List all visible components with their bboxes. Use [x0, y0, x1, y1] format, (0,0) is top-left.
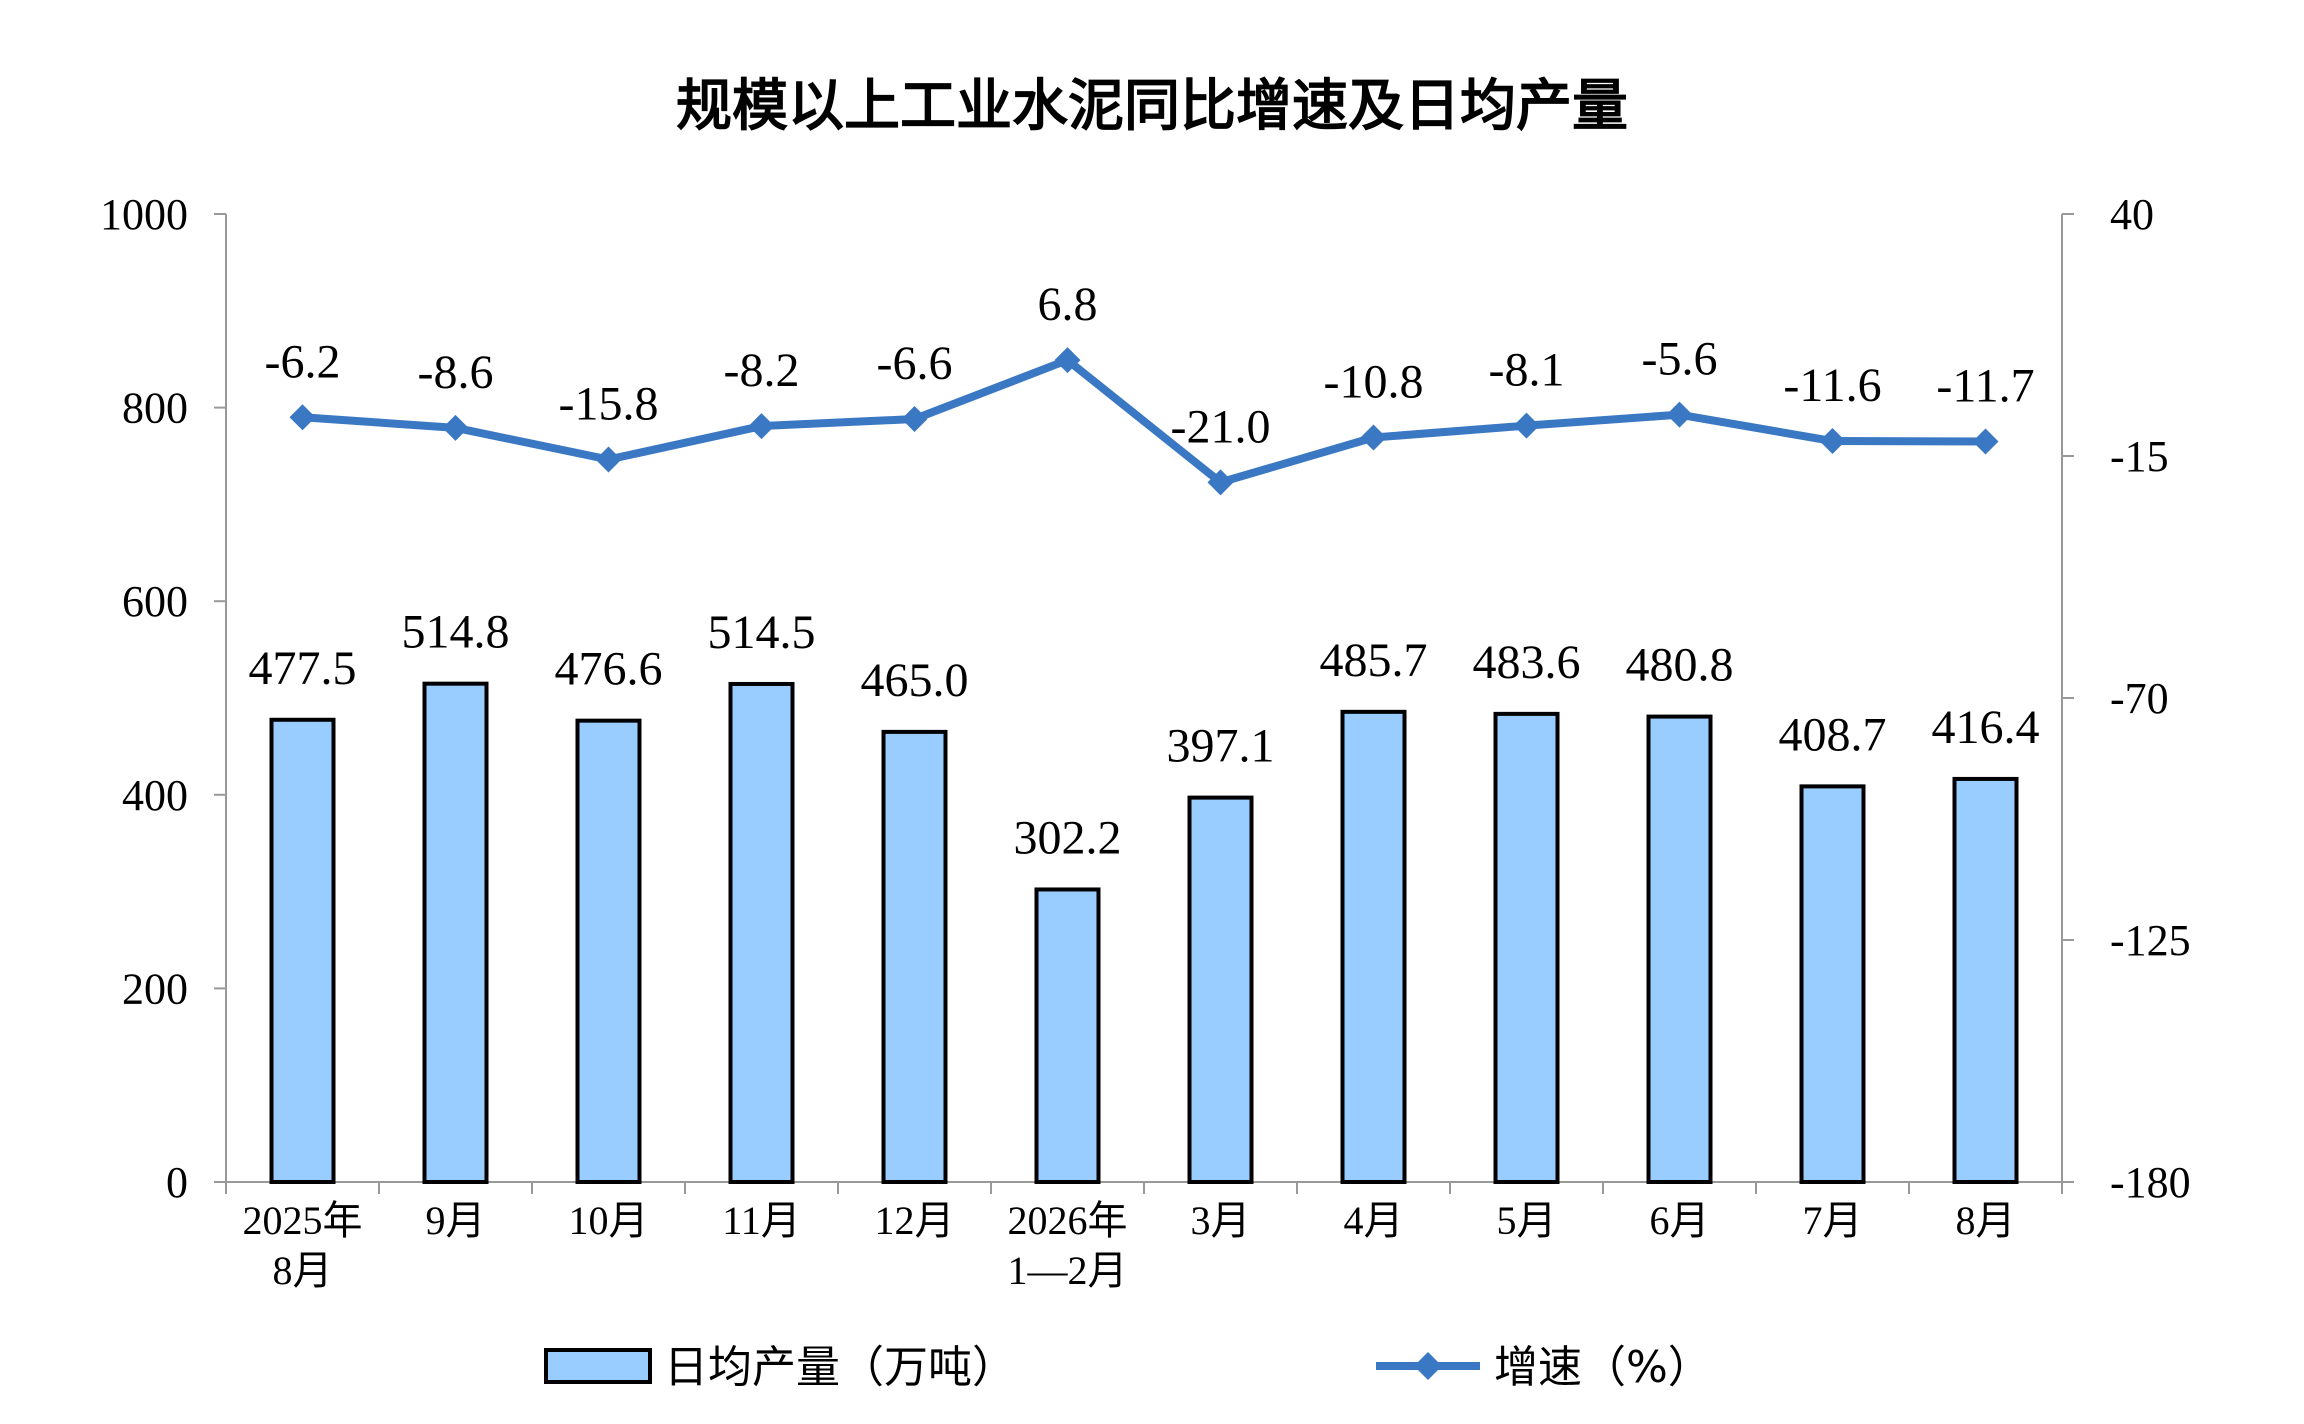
bar-daily-output: [1646, 714, 1713, 1184]
growth-rate-point: [1819, 428, 1846, 455]
bar-data-label: 477.5: [249, 642, 357, 695]
growth-rate-point: [748, 413, 775, 440]
growth-rate-point: [289, 404, 316, 431]
bar-data-label: 465.0: [861, 654, 969, 707]
line-data-label: -10.8: [1324, 356, 1424, 409]
line-data-label: -5.6: [1642, 333, 1718, 386]
bar-data-label: 483.6: [1473, 636, 1581, 689]
line-data-label: -8.1: [1489, 344, 1565, 397]
line-data-label: 6.8: [1038, 278, 1098, 331]
right-axis-tick-label: -15: [2110, 432, 2169, 481]
right-axis-tick-label: -180: [2110, 1158, 2191, 1207]
line-data-label: -11.6: [1783, 359, 1881, 412]
chart-title: 规模以上工业水泥同比增速及日均产量: [676, 74, 1628, 139]
growth-rate-point: [1360, 424, 1387, 451]
bar-daily-output: [1340, 709, 1407, 1184]
left-axis-tick-label: 1000: [100, 190, 188, 239]
line-data-label: -6.2: [265, 335, 341, 388]
bar-daily-output: [728, 681, 795, 1184]
x-axis-category-label: 4月: [1344, 1198, 1404, 1243]
x-axis-category-label: 3月: [1191, 1198, 1251, 1243]
x-axis-category-label: 7月: [1803, 1198, 1863, 1243]
bar-data-label: 514.8: [402, 606, 510, 659]
bar-daily-output: [1952, 776, 2019, 1184]
bar-daily-output: [1493, 711, 1560, 1184]
x-axis-category-label: 11月: [722, 1198, 801, 1243]
left-axis-tick-label: 0: [166, 1158, 188, 1207]
x-axis-category-label: 2026年: [1008, 1198, 1128, 1243]
growth-rate-point: [1513, 412, 1540, 439]
x-axis-category-label: 2025年: [243, 1198, 363, 1243]
legend-bar-label: 日均产量（万吨）: [664, 1342, 1016, 1393]
growth-rate-point: [595, 446, 622, 473]
left-axis-tick-label: 600: [122, 577, 188, 626]
bar-data-label: 514.5: [708, 606, 816, 659]
bar-data-label: 397.1: [1167, 720, 1275, 773]
growth-rate-point: [1972, 428, 1999, 455]
left-axis-tick-label: 800: [122, 384, 188, 433]
right-axis-tick-label: -125: [2110, 916, 2191, 965]
growth-rate-point: [901, 406, 928, 433]
bar-data-label: 476.6: [555, 643, 663, 696]
x-axis-category-label: 8月: [1956, 1198, 2016, 1243]
bar-data-label: 485.7: [1320, 634, 1428, 687]
bar-daily-output: [1187, 795, 1254, 1184]
bar-data-label: 408.7: [1779, 708, 1887, 761]
bar-daily-output: [881, 729, 948, 1184]
legend-bar-swatch: [544, 1348, 652, 1384]
x-axis-category-label: 6月: [1650, 1198, 1710, 1243]
line-data-label: -6.6: [877, 337, 953, 390]
bar-data-label: 416.4: [1932, 701, 2040, 754]
left-axis-tick-label: 400: [122, 771, 188, 820]
line-data-label: -8.6: [418, 346, 494, 399]
line-data-label: -21.0: [1171, 400, 1271, 453]
line-data-label: -15.8: [559, 378, 659, 431]
x-axis-category-label: 9月: [426, 1198, 486, 1243]
right-axis-tick-label: 40: [2110, 190, 2154, 239]
legend-line-marker: [1414, 1352, 1442, 1380]
x-axis-category-label: 8月: [273, 1248, 333, 1293]
right-axis-tick-label: -70: [2110, 674, 2169, 723]
bar-daily-output: [269, 717, 336, 1185]
growth-rate-line: [302, 356, 1986, 487]
growth-rate-point: [1054, 347, 1081, 374]
bar-data-label: 302.2: [1014, 811, 1122, 864]
growth-rate-point: [1666, 401, 1693, 428]
line-data-label: -11.7: [1936, 359, 2034, 412]
growth-rate-point: [442, 414, 469, 441]
growth-rate-point: [1207, 469, 1234, 496]
x-axis-category-label: 10月: [569, 1198, 649, 1243]
bar-daily-output: [575, 718, 642, 1184]
left-axis-tick-label: 200: [122, 964, 188, 1013]
x-axis-category-label: 12月: [875, 1198, 955, 1243]
legend-line-label: 增速（%）: [1494, 1342, 1712, 1393]
bar-daily-output: [1799, 784, 1866, 1185]
x-axis-category-label: 5月: [1497, 1198, 1557, 1243]
bar-daily-output: [422, 681, 489, 1184]
bar-daily-output: [1034, 887, 1101, 1184]
line-data-label: -8.2: [724, 344, 800, 397]
x-axis-category-label: 1—2月: [1008, 1248, 1128, 1293]
bar-data-label: 480.8: [1626, 639, 1734, 692]
